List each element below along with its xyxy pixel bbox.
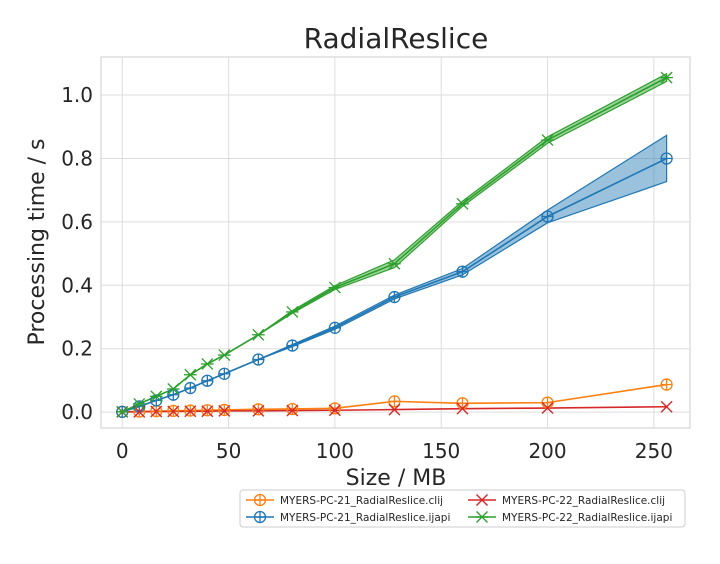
marker-stroke	[286, 404, 299, 417]
y-tick-label: 0.6	[61, 210, 93, 234]
data-point	[541, 396, 554, 409]
marker-stroke	[218, 404, 231, 417]
data-point	[328, 402, 342, 415]
marker-stroke	[252, 404, 265, 417]
data-point	[286, 402, 299, 416]
data-point	[660, 400, 673, 413]
data-point	[132, 397, 146, 410]
y-tick-label: 1.0	[61, 83, 93, 107]
marker-stroke	[201, 405, 214, 418]
data-point	[218, 349, 231, 362]
y-tick-label: 0.8	[61, 146, 93, 170]
data-point	[541, 134, 554, 147]
data-point	[286, 404, 299, 417]
data-point	[456, 197, 469, 210]
legend-item: MYERS-PC-22_RadialReslice.clij	[468, 494, 665, 507]
data-point	[149, 390, 163, 403]
data-point	[150, 405, 163, 418]
marker-stroke	[184, 405, 197, 418]
data-point	[200, 357, 214, 370]
legend-item: MYERS-PC-21_RadialReslice.ijapi	[246, 510, 450, 524]
marker-stroke	[328, 404, 341, 417]
legend-label: MYERS-PC-22_RadialReslice.clij	[502, 495, 665, 507]
data-point	[167, 388, 180, 401]
data-point	[167, 405, 180, 418]
y-tick-label: 0.4	[61, 273, 93, 297]
data-point	[166, 383, 180, 395]
legend-item: MYERS-PC-22_RadialReslice.ijapi	[468, 511, 672, 524]
x-tick-label: 100	[316, 439, 354, 463]
data-point	[218, 404, 231, 417]
data-point	[201, 405, 214, 418]
data-point	[115, 405, 129, 418]
marker-stroke	[388, 403, 401, 416]
data-point	[660, 152, 673, 165]
data-point	[252, 404, 265, 417]
x-tick-label: 250	[635, 439, 673, 463]
data-point	[388, 257, 401, 270]
data-point	[328, 404, 341, 417]
data-point	[252, 353, 265, 366]
data-point	[328, 321, 342, 334]
y-axis-label: Processing time / s	[25, 138, 50, 345]
marker-stroke	[456, 402, 469, 415]
legend-marker	[476, 494, 488, 506]
y-tick-label: 0.2	[61, 337, 93, 361]
data-point	[456, 265, 469, 278]
data-point	[218, 367, 231, 380]
plot-area	[100, 56, 691, 429]
data-point	[184, 405, 197, 418]
data-point	[456, 402, 469, 415]
data-point	[183, 368, 197, 381]
data-point	[252, 328, 265, 341]
data-point	[388, 403, 401, 416]
data-point	[184, 381, 197, 395]
tick-labels: 0 50 100 150 200 250 0.0 0.2 0.4 0.6 0.8 1.0	[61, 83, 673, 463]
data-point	[388, 395, 401, 408]
grid	[101, 57, 690, 428]
x-tick-label: 200	[528, 439, 566, 463]
legend-marker	[253, 493, 267, 507]
x-tick-label: 50	[216, 439, 241, 463]
legend-label: MYERS-PC-21_RadialReslice.clij	[280, 495, 443, 507]
data-point	[286, 339, 299, 352]
marker-stroke	[660, 400, 673, 413]
marker-stroke	[167, 405, 180, 418]
chart-title: RadialReslice	[304, 22, 489, 55]
legend-marker	[253, 510, 267, 524]
legend-marker	[475, 511, 489, 523]
legend-label: MYERS-PC-22_RadialReslice.ijapi	[502, 512, 672, 524]
marker-stroke	[150, 405, 163, 418]
legend-label: MYERS-PC-21_RadialReslice.ijapi	[280, 512, 450, 524]
series-markers	[115, 71, 673, 418]
data-point	[252, 403, 265, 416]
data-point	[201, 374, 214, 387]
legend-item: MYERS-PC-21_RadialReslice.clij	[246, 493, 443, 507]
x-axis-label: Size / MB	[346, 466, 447, 491]
marker-stroke	[541, 402, 554, 415]
x-tick-label: 0	[116, 439, 129, 463]
y-tick-label: 0.0	[61, 400, 93, 424]
legend-box	[239, 489, 686, 528]
data-point	[456, 397, 469, 410]
legend: MYERS-PC-21_RadialReslice.clij MYERS-PC-2…	[239, 489, 686, 528]
data-point	[660, 71, 673, 84]
data-point	[133, 400, 146, 413]
data-point	[660, 378, 673, 391]
data-point	[388, 290, 401, 304]
data-point	[541, 402, 554, 415]
data-point	[541, 210, 554, 223]
data-point	[328, 281, 342, 294]
data-point	[286, 305, 299, 318]
marker-stroke	[476, 494, 488, 506]
x-tick-label: 150	[422, 439, 460, 463]
